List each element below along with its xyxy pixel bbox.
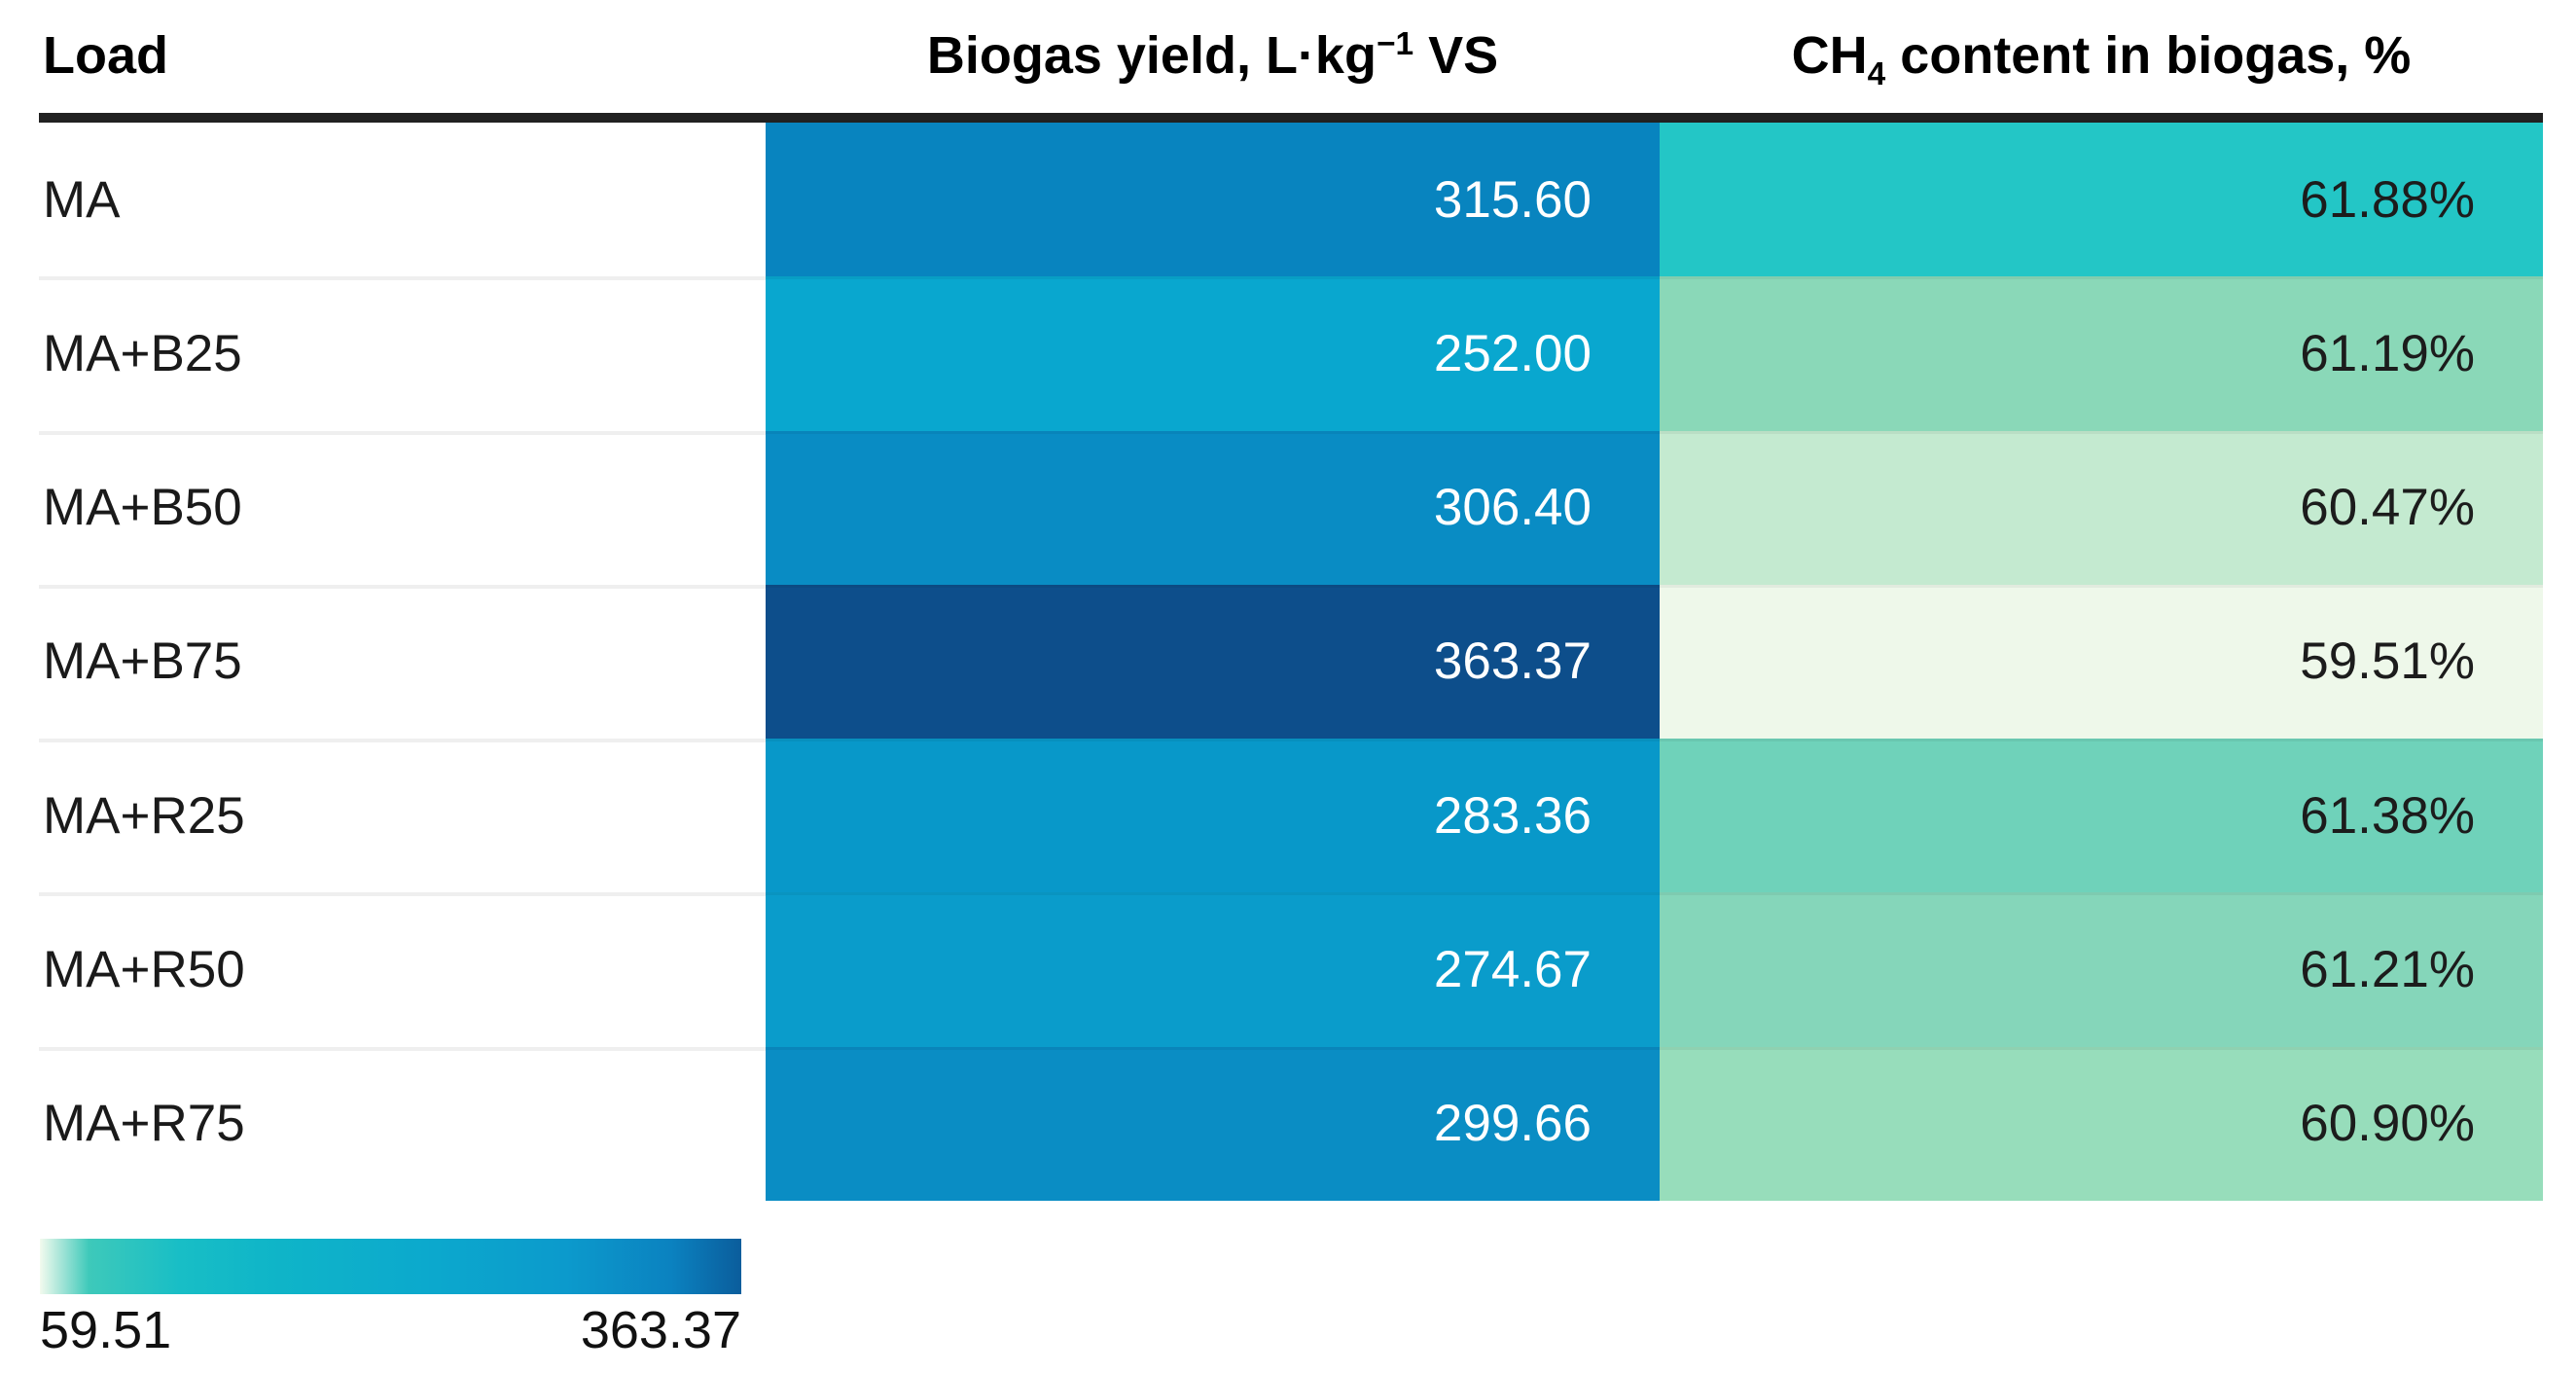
ch4-content-cell: 61.88% — [1660, 123, 2543, 277]
load-cell: MA+B50 — [0, 430, 766, 585]
ch4-content-value: 61.21% — [2300, 940, 2475, 998]
load-cell: MA+B25 — [0, 276, 766, 431]
biogas-yield-cell: 315.60 — [766, 123, 1660, 277]
table-row: MA+B75 363.37 59.51% — [0, 584, 2576, 740]
load-label: MA+R50 — [43, 940, 245, 998]
load-cell: MA — [0, 123, 766, 277]
ch4-content-value: 60.47% — [2300, 479, 2475, 537]
legend-max-label: 363.37 — [580, 1300, 741, 1359]
load-cell: MA+R75 — [0, 1046, 766, 1201]
load-cell: MA+R50 — [0, 892, 766, 1047]
load-label: MA — [43, 170, 121, 229]
ch4-content-cell: 61.19% — [1660, 276, 2543, 431]
ch4-content-cell: 60.90% — [1660, 1046, 2543, 1201]
biogas-yield-cell: 299.66 — [766, 1046, 1660, 1201]
biogas-header-text: Biogas yield, L·kg — [926, 26, 1377, 86]
header-row: Load Biogas yield, L·kg−1 VS CH4 content… — [0, 0, 2576, 113]
table-row: MA+B25 252.00 61.19% — [0, 276, 2576, 431]
ch4-content-value: 61.38% — [2300, 786, 2475, 845]
ch4-content-cell: 61.21% — [1660, 892, 2543, 1047]
ch4-header-text: CH — [1791, 26, 1868, 86]
table-row: MA+R50 274.67 61.21% — [0, 892, 2576, 1047]
biogas-yield-value: 299.66 — [1433, 1095, 1592, 1153]
biogas-yield-value: 315.60 — [1433, 170, 1592, 229]
biogas-yield-value: 363.37 — [1433, 632, 1592, 691]
ch4-content-cell: 61.38% — [1660, 739, 2543, 893]
col-header-biogas-yield: Biogas yield, L·kg−1 VS — [766, 27, 1660, 85]
biogas-yield-cell: 274.67 — [766, 892, 1660, 1047]
table-row: MA+B50 306.40 60.47% — [0, 430, 2576, 585]
biogas-yield-value: 283.36 — [1433, 786, 1592, 845]
biogas-yield-cell: 363.37 — [766, 584, 1660, 740]
table-row: MA 315.60 61.88% — [0, 123, 2576, 277]
ch4-content-value: 59.51% — [2300, 632, 2475, 691]
load-cell: MA+R25 — [0, 739, 766, 893]
ch4-content-value: 61.88% — [2300, 170, 2475, 229]
legend-min-label: 59.51 — [40, 1300, 172, 1359]
biogas-header-superscript: −1 — [1376, 26, 1414, 63]
table-row: MA+R75 299.66 60.90% — [0, 1046, 2576, 1201]
header-divider — [39, 113, 2543, 123]
ch4-content-value: 60.90% — [2300, 1095, 2475, 1153]
load-label: MA+B50 — [43, 479, 242, 537]
table-body: MA 315.60 61.88% MA+B25 252.00 61.19% MA… — [0, 123, 2576, 1201]
biogas-yield-value: 306.40 — [1433, 479, 1592, 537]
biogas-yield-cell: 283.36 — [766, 739, 1660, 893]
colorbar-labels: 59.51 363.37 — [40, 1300, 741, 1359]
table-row: MA+R25 283.36 61.38% — [0, 739, 2576, 893]
ch4-content-cell: 60.47% — [1660, 430, 2543, 585]
col-header-ch4-content: CH4 content in biogas, % — [1660, 26, 2543, 91]
load-cell: MA+B75 — [0, 584, 766, 740]
biogas-yield-cell: 252.00 — [766, 276, 1660, 431]
biogas-header-unit: VS — [1413, 26, 1499, 86]
colorbar-gradient — [40, 1238, 741, 1294]
color-scale-legend: 59.51 363.37 — [40, 1238, 741, 1359]
ch4-content-value: 61.19% — [2300, 324, 2475, 382]
biogas-yield-value: 274.67 — [1433, 940, 1592, 998]
ch4-content-cell: 59.51% — [1660, 584, 2543, 740]
load-label: MA+R25 — [43, 786, 245, 845]
ch4-header-suffix: content in biogas, % — [1885, 26, 2412, 86]
biogas-yield-cell: 306.40 — [766, 430, 1660, 585]
load-label: MA+R75 — [43, 1095, 245, 1153]
load-label: MA+B25 — [43, 324, 242, 382]
load-label: MA+B75 — [43, 632, 242, 691]
col-header-load: Load — [43, 26, 168, 86]
ch4-header-subscript: 4 — [1867, 56, 1886, 93]
biogas-yield-value: 252.00 — [1433, 324, 1592, 382]
